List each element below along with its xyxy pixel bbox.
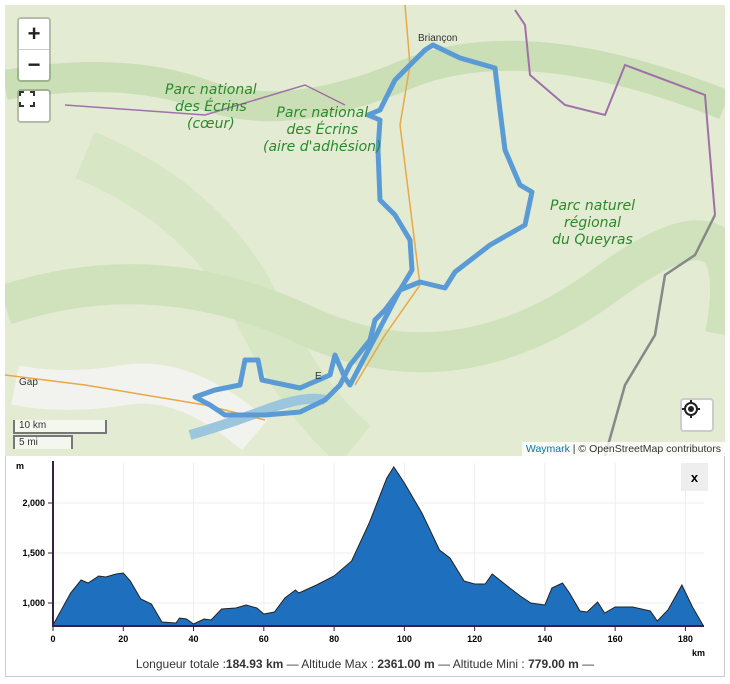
map-label-ecrins-coeur: Parc national des Écrins (cœur) (165, 82, 257, 132)
scale-km: 10 km (13, 420, 107, 434)
town-gap: Gap (19, 377, 38, 388)
route-line[interactable] (192, 42, 535, 418)
summary-end: — (578, 657, 595, 671)
min-value: 779.00 m (528, 657, 579, 671)
map-label-ecrins-adhesion: Parc national des Écrins (aire d'adhésio… (263, 105, 382, 155)
max-label: — Altitude Max : (283, 657, 378, 671)
zoom-control: + − (17, 17, 51, 82)
locate-button[interactable] (680, 398, 714, 432)
length-label: Longueur totale : (135, 657, 226, 671)
locate-icon (682, 400, 700, 418)
town-e: E (315, 371, 322, 382)
map-label-queyras: Parc naturel régional du Queyras (550, 198, 635, 248)
waymark-link[interactable]: Waymark (525, 443, 570, 455)
route-summary: Longueur totale :184.93 km — Altitude Ma… (0, 657, 730, 671)
close-profile-button[interactable]: x (681, 463, 708, 491)
fullscreen-button[interactable] (17, 89, 51, 123)
elevation-profile (5, 456, 725, 677)
zoom-in-button[interactable]: + (27, 21, 41, 46)
map[interactable]: + − Parc national des Écrins (cœur) Parc… (5, 5, 725, 456)
map-tiles (5, 5, 725, 456)
scale-mi: 5 mi (13, 435, 73, 449)
zoom-out-button[interactable]: − (19, 49, 49, 80)
max-value: 2361.00 m (377, 657, 435, 671)
fullscreen-icon (19, 91, 35, 107)
town-briancon: Briançon (418, 33, 458, 44)
attribution-text: | © OpenStreetMap contributors (569, 443, 721, 455)
length-value: 184.93 km (225, 657, 284, 671)
min-label: — Altitude Mini : (434, 657, 529, 671)
attribution: Waymark | © OpenStreetMap contributors (521, 442, 725, 456)
